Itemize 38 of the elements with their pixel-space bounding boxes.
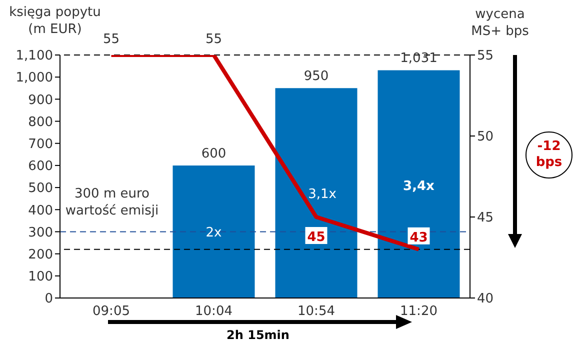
y2-tick-label: 55 [477,48,494,64]
y-tick-label: 500 [28,181,53,196]
x-tick-label: 11:20 [400,304,438,320]
data-label: 55 [102,32,120,47]
x-tick-label: 10:04 [195,304,232,320]
data-label: 1,031 [400,51,438,66]
data-label: 600 [201,146,226,162]
y-tick-label: 0 [44,292,53,307]
y2-tick-label: 45 [477,210,494,226]
data-label: 950 [304,69,329,84]
data-label: 55 [205,32,222,47]
bar [275,88,358,298]
y-tick-label: 800 [28,114,53,130]
annotation: 3,4x [403,179,436,194]
y-tick-label: 700 [28,136,53,152]
y-tick-label: 600 [28,159,53,174]
bar [378,70,460,298]
bar [172,165,255,298]
y-tick-label: 1,100 [16,48,53,64]
y2-tick-label: 40 [477,292,494,307]
annotation: 3,1x [308,187,337,202]
y-tick-label: 1,000 [16,70,53,86]
y-tick-label: 300 [28,225,53,240]
y-tick-label: 400 [28,203,53,218]
y2-tick-label: 50 [477,130,494,145]
x-tick-label: 10:54 [298,304,335,320]
data-label: 43 [410,230,428,246]
y-tick-label: 100 [28,270,53,285]
text: 2h 15min [226,328,290,342]
y-tick-label: 900 [28,92,53,108]
data-label: 45 [307,230,326,245]
x-tick-label: 09:05 [92,304,130,320]
y-axis-title: księga popytu (m EUR) [9,5,101,37]
ref-line-label: 300 m euro wartość emisji [65,186,159,219]
y2-axis-title: wycena MS+ bps [470,6,530,40]
y-tick-label: 200 [28,247,53,262]
text: -12 bps [536,139,562,170]
annotation: 2x [206,226,222,241]
